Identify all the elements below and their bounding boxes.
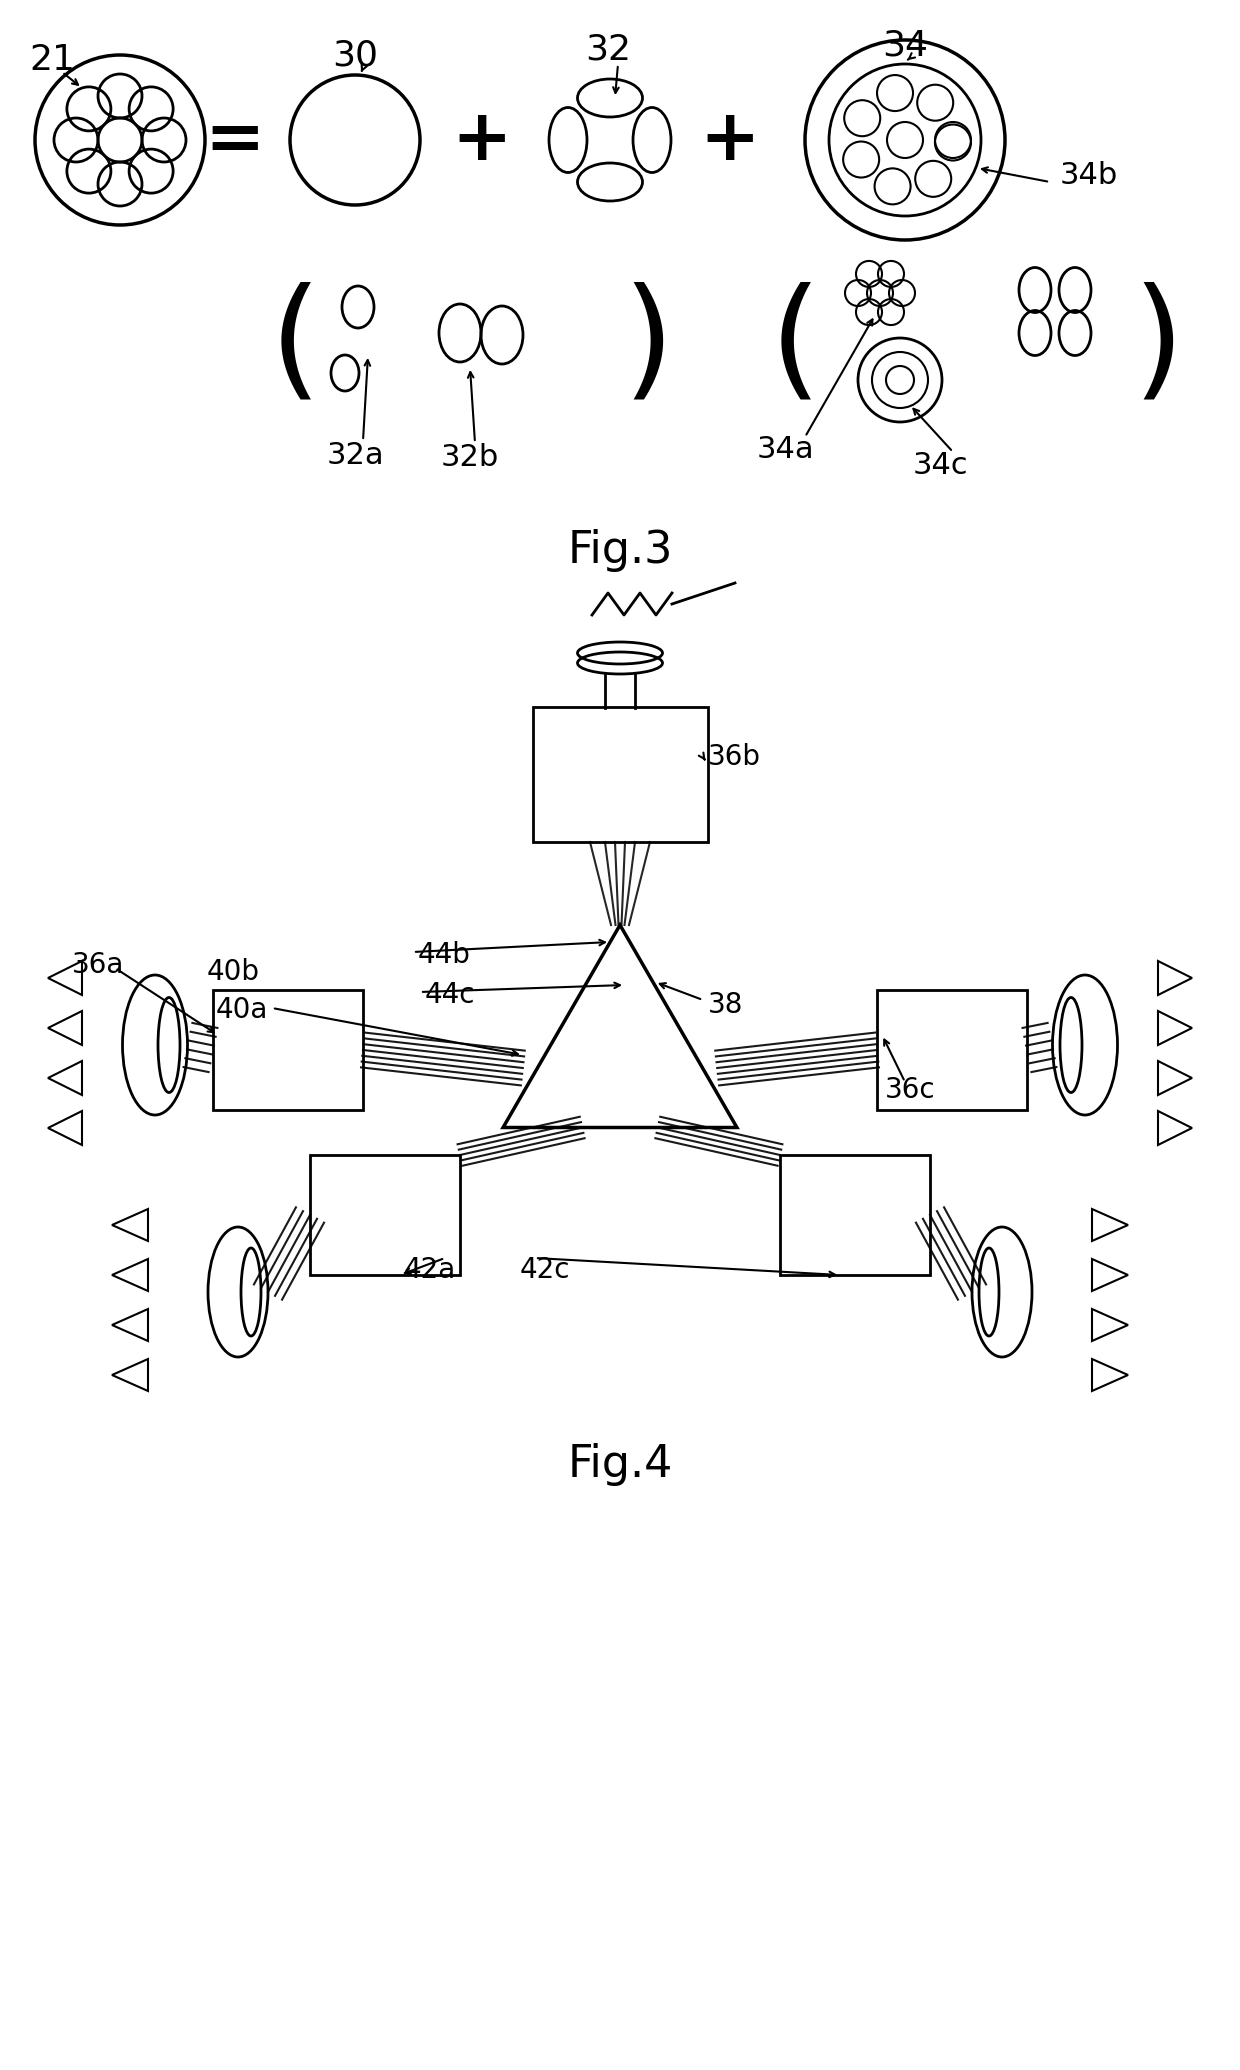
Text: (: ( bbox=[769, 282, 821, 408]
Text: ): ) bbox=[622, 282, 673, 408]
Text: 34b: 34b bbox=[1060, 161, 1118, 190]
Text: 36a: 36a bbox=[72, 950, 124, 979]
Text: 32a: 32a bbox=[326, 441, 384, 470]
Text: 44c: 44c bbox=[425, 981, 475, 1008]
Text: +: + bbox=[699, 106, 760, 174]
Text: 40b: 40b bbox=[207, 958, 260, 985]
Bar bbox=[780, 1155, 930, 1275]
Text: 34a: 34a bbox=[756, 435, 813, 464]
Text: 34c: 34c bbox=[913, 451, 967, 480]
Text: 34: 34 bbox=[882, 29, 928, 62]
Text: Fig.3: Fig.3 bbox=[567, 528, 673, 571]
Text: (: ( bbox=[269, 282, 321, 408]
Text: +: + bbox=[451, 106, 512, 174]
Bar bbox=[213, 989, 363, 1110]
Text: 42a: 42a bbox=[404, 1256, 456, 1283]
Text: ): ) bbox=[1132, 282, 1184, 408]
Bar bbox=[533, 708, 708, 842]
Text: 36c: 36c bbox=[885, 1076, 936, 1103]
Text: =: = bbox=[205, 106, 265, 174]
Text: 42c: 42c bbox=[520, 1256, 570, 1283]
Text: 32: 32 bbox=[585, 33, 631, 66]
Text: Fig.4: Fig.4 bbox=[568, 1443, 672, 1486]
Text: 21: 21 bbox=[29, 43, 74, 77]
Text: 30: 30 bbox=[332, 37, 378, 72]
Text: 38: 38 bbox=[708, 992, 743, 1018]
Text: 40a: 40a bbox=[216, 996, 268, 1025]
Bar bbox=[310, 1155, 460, 1275]
Text: 32b: 32b bbox=[441, 443, 500, 472]
Text: 44b: 44b bbox=[418, 942, 471, 969]
Bar bbox=[877, 989, 1027, 1110]
Text: 36b: 36b bbox=[708, 743, 761, 770]
